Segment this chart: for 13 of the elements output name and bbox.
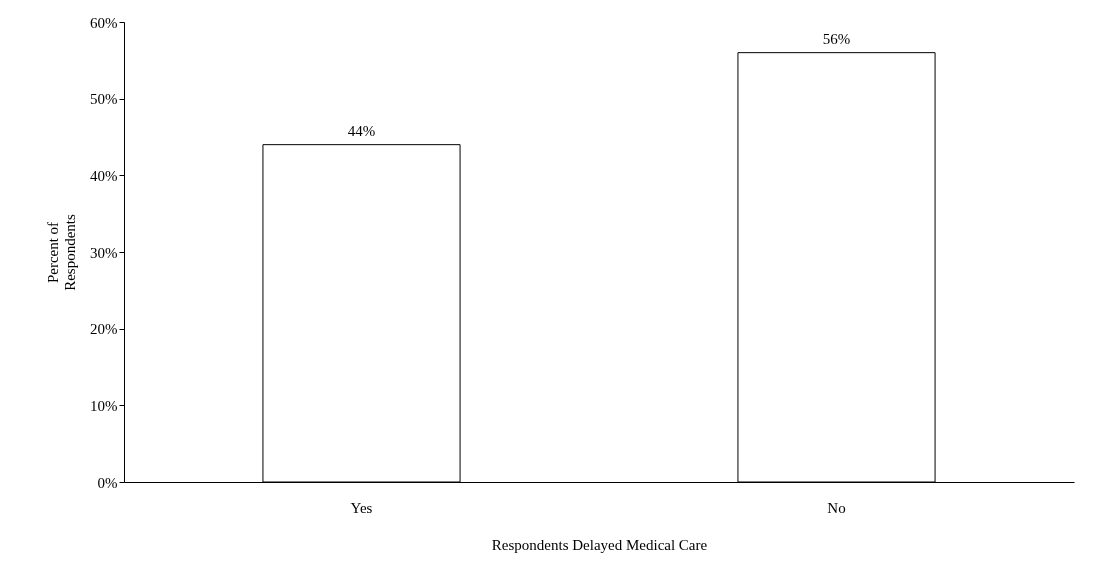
- data-label: 44%: [347, 122, 376, 139]
- y-tick-label: 60%: [90, 14, 118, 31]
- y-tick-label: 0%: [97, 474, 118, 491]
- y-tick-label: 20%: [90, 321, 118, 338]
- x-axis-title: Respondents Delayed Medical Care: [491, 536, 708, 553]
- data-label: 56%: [822, 30, 851, 47]
- y-axis-title: Percent of Respondents: [45, 214, 78, 291]
- y-tick-label: 50%: [90, 91, 118, 108]
- x-tick-label: Yes: [350, 499, 373, 516]
- y-tick-label: 30%: [90, 244, 118, 261]
- x-tick-label: No: [827, 499, 846, 516]
- y-tick-label: 40%: [90, 167, 118, 184]
- y-tick-label: 10%: [90, 397, 118, 414]
